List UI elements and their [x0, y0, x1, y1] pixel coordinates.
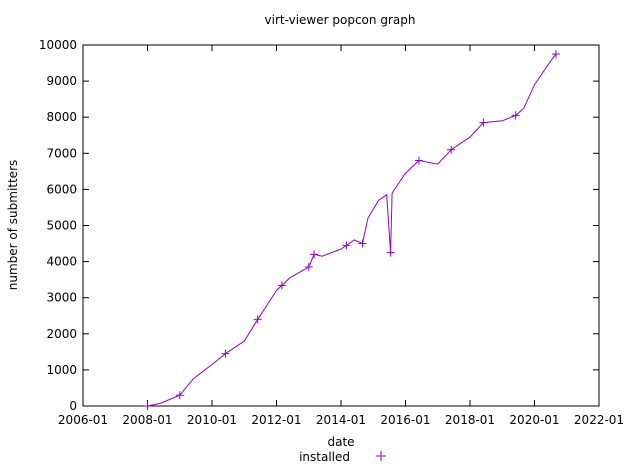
series-layer — [143, 50, 560, 410]
y-tick-label: 6000 — [46, 182, 77, 196]
y-tick-label: 9000 — [46, 74, 77, 88]
series-line-installed — [147, 53, 557, 407]
data-point-marker — [143, 402, 152, 410]
y-tick-label: 0 — [69, 399, 77, 413]
x-tick-label: 2012-01 — [251, 413, 301, 427]
y-tick-label: 7000 — [46, 146, 77, 160]
x-tick-label: 2008-01 — [122, 413, 172, 427]
data-point-marker — [414, 156, 423, 165]
legend-marker — [376, 451, 386, 461]
x-tick-label: 2016-01 — [380, 413, 430, 427]
y-tick-label: 1000 — [46, 363, 77, 377]
data-point-marker — [479, 118, 488, 127]
data-point-marker — [552, 50, 560, 59]
y-tick-label: 10000 — [39, 38, 77, 52]
y-tick-label: 4000 — [46, 255, 77, 269]
data-point-marker — [358, 239, 367, 248]
y-tick-label: 3000 — [46, 291, 77, 305]
chart-title: virt-viewer popcon graph — [265, 13, 416, 27]
data-point-marker — [175, 391, 184, 400]
data-point-marker — [511, 111, 520, 120]
data-point-marker — [277, 281, 286, 290]
data-point-marker — [386, 248, 395, 257]
legend-label: installed — [299, 450, 350, 464]
data-point-marker — [221, 349, 230, 358]
x-tick-label: 2020-01 — [509, 413, 559, 427]
y-axis-label: number of submitters — [6, 160, 20, 291]
legend: installed — [299, 450, 386, 464]
x-axis: 2006-01 2008-01 2010-01 2012-01 2014-01 2016-… — [58, 45, 624, 427]
y-tick-label: 5000 — [46, 219, 77, 233]
plot-frame — [82, 44, 600, 407]
y-tick-label: 8000 — [46, 110, 77, 124]
x-tick-label: 2010-01 — [187, 413, 237, 427]
data-point-marker — [253, 315, 262, 324]
data-point-marker — [310, 250, 319, 259]
x-tick-label: 2006-01 — [58, 413, 108, 427]
x-tick-label: 2022-01 — [574, 413, 624, 427]
data-point-marker — [447, 145, 456, 154]
data-point-marker — [342, 241, 351, 250]
y-axis: 0 1000 2000 3000 4000 5000 6000 7000 8000 9000 100… — [39, 38, 599, 413]
x-tick-label: 2018-01 — [445, 413, 495, 427]
x-axis-label: date — [327, 435, 354, 449]
data-point-marker — [304, 263, 313, 272]
y-tick-label: 2000 — [46, 327, 77, 341]
x-tick-label: 2014-01 — [316, 413, 366, 427]
